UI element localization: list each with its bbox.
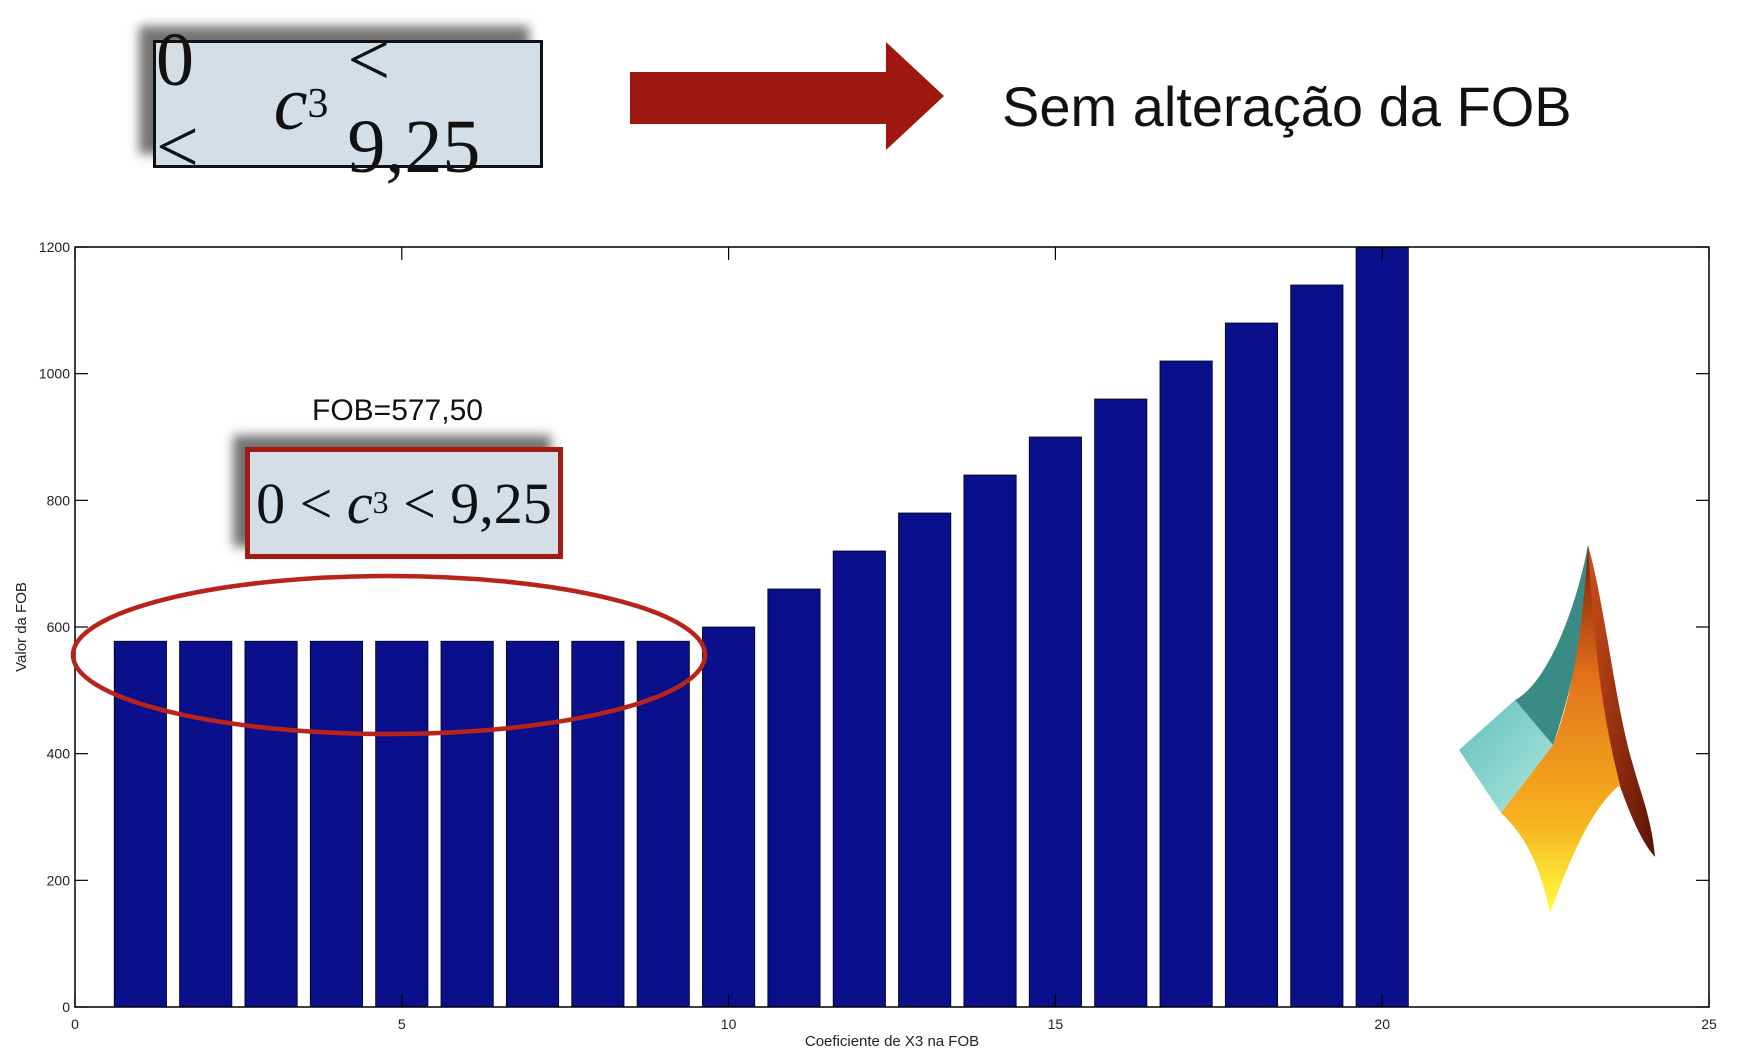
- bar-16: [1094, 398, 1148, 1008]
- bar-17: [1159, 360, 1213, 1008]
- bar-3: [244, 640, 298, 1008]
- bar-8: [571, 640, 625, 1008]
- bar-12: [832, 550, 886, 1008]
- x-tick-label-0: 0: [71, 1016, 79, 1032]
- y-tick-label-800: 800: [47, 492, 71, 508]
- bar-11: [767, 588, 821, 1008]
- inner-condition-sub: 3: [372, 485, 389, 520]
- x-axis-label: Coeficiente de X3 na FOB: [805, 1033, 979, 1050]
- y-axis-label: Valor da FOB: [13, 582, 30, 672]
- right-arrow-icon: [630, 42, 944, 150]
- bar-18: [1224, 322, 1279, 1008]
- top-condition-sub: 3: [307, 81, 329, 127]
- fob-value-label: FOB=577,50: [312, 394, 483, 427]
- inner-condition-left: 0 <: [256, 470, 333, 536]
- inner-condition-right: < 9,25: [403, 470, 552, 536]
- x-tick-label-25: 25: [1701, 1016, 1717, 1032]
- bars-group: [113, 246, 1409, 1008]
- inner-condition-var: c: [346, 470, 373, 536]
- x-tick-label-20: 20: [1374, 1016, 1390, 1032]
- bar-15: [1028, 436, 1082, 1008]
- bar-14: [963, 474, 1017, 1008]
- y-tick-label-1000: 1000: [39, 366, 70, 382]
- y-tick-label-600: 600: [47, 619, 71, 635]
- top-condition-var: c: [273, 61, 308, 146]
- bar-19: [1290, 284, 1344, 1008]
- arrow-shape: [630, 42, 944, 150]
- result-label: Sem alteração da FOB: [1002, 75, 1572, 138]
- y-tick-label-400: 400: [47, 746, 71, 762]
- bar-13: [898, 512, 952, 1008]
- highlight-ellipse: [70, 573, 708, 737]
- y-tick-label-1200: 1200: [39, 239, 70, 255]
- bar-20: [1355, 246, 1409, 1008]
- bar-5: [375, 640, 429, 1008]
- bar-2: [179, 640, 233, 1008]
- top-condition-right: < 9,25: [347, 18, 481, 189]
- x-tick-label-15: 15: [1048, 1016, 1064, 1032]
- y-tick-label-0: 0: [62, 999, 70, 1015]
- ticks-group: 0 5 10 15 20 25 0 200 400 600 800 1000 1200: [39, 239, 1717, 1032]
- top-condition-left: 0 <: [156, 18, 199, 189]
- matlab-membrane-logo-icon: [1459, 545, 1655, 913]
- x-tick-label-5: 5: [398, 1016, 406, 1032]
- bar-7: [505, 640, 560, 1008]
- bar-10: [702, 626, 756, 1008]
- y-tick-label-200: 200: [47, 872, 71, 888]
- bar-4: [309, 640, 363, 1008]
- x-tick-label-10: 10: [721, 1016, 737, 1032]
- bar-6: [440, 640, 494, 1008]
